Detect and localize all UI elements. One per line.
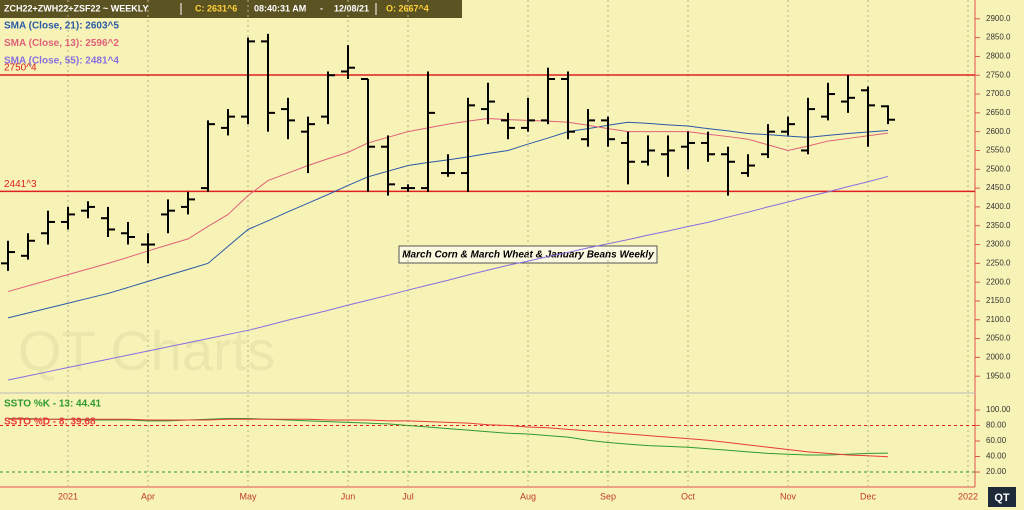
y-tick-label: 2700.0	[986, 89, 1011, 98]
y-tick-label: 20.00	[986, 467, 1007, 476]
y-tick-label: 2500.0	[986, 164, 1011, 173]
header-time: 08:40:31 AM	[254, 3, 306, 13]
x-tick-label: Sep	[600, 491, 616, 501]
x-tick-label: Aug	[520, 491, 536, 501]
y-tick-label: 2450.0	[986, 183, 1011, 192]
y-tick-label: 1950.0	[986, 371, 1011, 380]
y-tick-label: 2100.0	[986, 315, 1011, 324]
y-tick-label: 2400.0	[986, 202, 1011, 211]
y-tick-label: 2650.0	[986, 108, 1011, 117]
level-label: 2750^4	[4, 63, 37, 74]
y-tick-label: 2300.0	[986, 240, 1011, 249]
indicator-line	[8, 418, 889, 458]
header-close: C: 2631^6	[195, 3, 237, 13]
indicator-line	[7, 118, 889, 293]
y-tick-label: 40.00	[986, 452, 1007, 461]
y-tick-label: 2000.0	[986, 352, 1011, 361]
y-tick-label: 2900.0	[986, 14, 1011, 23]
x-tick-label: Oct	[681, 491, 696, 501]
y-tick-label: 2350.0	[986, 221, 1011, 230]
x-tick-label: May	[239, 491, 257, 501]
x-tick-label: 2022	[958, 491, 978, 501]
y-tick-label: 2250.0	[986, 258, 1011, 267]
y-tick-label: 2850.0	[986, 33, 1011, 42]
y-tick-label: 2550.0	[986, 146, 1011, 155]
x-tick-label: Dec	[860, 491, 877, 501]
y-tick-label: 2050.0	[986, 334, 1011, 343]
y-tick-label: 2150.0	[986, 296, 1011, 305]
legend-entry: SMA (Close, 13): 2596^2	[4, 38, 119, 49]
x-tick-label: Jul	[402, 491, 414, 501]
indicator-line	[8, 418, 889, 456]
x-tick-label: Apr	[141, 491, 155, 501]
y-tick-label: 60.00	[986, 436, 1007, 445]
header-date: 12/08/21	[334, 3, 369, 13]
level-label: 2441^3	[4, 179, 37, 190]
logo-box	[988, 487, 1016, 507]
y-tick-label: 100.00	[986, 405, 1011, 414]
header-bar	[0, 0, 462, 18]
y-tick-label: 2800.0	[986, 52, 1011, 61]
x-tick-label: Jun	[341, 491, 356, 501]
x-tick-label: 2021	[58, 491, 78, 501]
y-tick-label: 2200.0	[986, 277, 1011, 286]
y-tick-label: 80.00	[986, 421, 1007, 430]
header-dash: -	[320, 3, 323, 13]
legend-entry: SSTO %K - 13: 44.41	[4, 399, 102, 410]
y-tick-label: 2600.0	[986, 127, 1011, 136]
legend-entry: SMA (Close, 55): 2481^4	[4, 56, 119, 67]
legend-entry: SSTO %D - 8: 39.68	[4, 417, 96, 428]
legend-entry: SMA (Close, 21): 2603^5	[4, 21, 119, 32]
watermark: QT Charts	[18, 319, 275, 382]
header-open: O: 2667^4	[386, 3, 429, 13]
logo: QT	[994, 492, 1010, 504]
indicator-line	[7, 175, 889, 381]
header-symbol: ZCH22+ZWH22+ZSF22 ~ WEEKLY	[4, 3, 148, 13]
x-tick-label: Nov	[780, 491, 797, 501]
y-tick-label: 2750.0	[986, 70, 1011, 79]
